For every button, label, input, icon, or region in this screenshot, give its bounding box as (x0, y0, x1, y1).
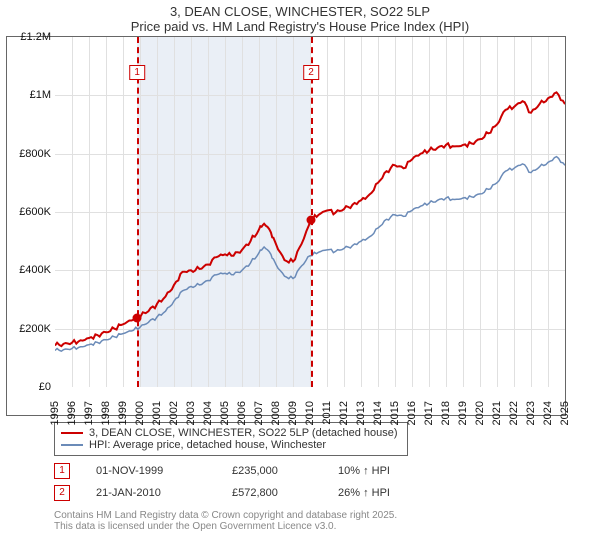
x-tick-label: 2012 (338, 401, 350, 425)
x-tick-label: 2006 (236, 401, 248, 425)
sale-marker-dot (133, 314, 142, 323)
x-tick-label: 2023 (525, 401, 537, 425)
chart-area: £0£200K£400K£600K£800K£1M£1.2M1995199619… (6, 36, 566, 416)
chart-subtitle: Price paid vs. HM Land Registry's House … (0, 19, 600, 34)
sale-number-box: 1 (54, 463, 70, 479)
sales-table: 1 01-NOV-1999 £235,000 10% ↑ HPI 2 21-JAN-201… (54, 460, 600, 504)
legend-swatch (61, 444, 83, 447)
x-tick-label: 2010 (304, 401, 316, 425)
sale-date: 21-JAN-2010 (96, 487, 206, 499)
series-hpi (55, 157, 565, 352)
x-tick-label: 2024 (542, 401, 554, 425)
legend-label: HPI: Average price, detached house, Winc… (89, 439, 326, 451)
x-tick-label: 2004 (202, 401, 214, 425)
x-tick-label: 1998 (100, 401, 112, 425)
sale-date: 01-NOV-1999 (96, 465, 206, 477)
footnote-license: This data is licensed under the Open Gov… (54, 521, 600, 532)
sale-price: £572,800 (232, 487, 312, 499)
y-tick-label: £400K (7, 264, 51, 276)
marker-vline (311, 37, 313, 387)
x-tick-label: 2019 (457, 401, 469, 425)
legend-row: 3, DEAN CLOSE, WINCHESTER, SO22 5LP (det… (61, 427, 401, 439)
y-tick-label: £600K (7, 206, 51, 218)
x-tick-label: 2025 (559, 401, 571, 425)
x-tick-label: 2022 (508, 401, 520, 425)
y-tick-label: £200K (7, 323, 51, 335)
x-tick-label: 2014 (372, 401, 384, 425)
x-tick-label: 2015 (389, 401, 401, 425)
marker-label-box: 1 (129, 65, 145, 80)
x-tick-label: 2011 (321, 401, 333, 425)
x-tick-label: 1995 (49, 401, 61, 425)
x-tick-label: 1999 (117, 401, 129, 425)
x-tick-label: 2005 (219, 401, 231, 425)
marker-label-box: 2 (303, 65, 319, 80)
legend-swatch (61, 432, 83, 435)
sale-marker-dot (307, 215, 316, 224)
sale-delta: 26% ↑ HPI (338, 487, 390, 499)
sale-row: 2 21-JAN-2010 £572,800 26% ↑ HPI (54, 482, 600, 504)
chart-title: 3, DEAN CLOSE, WINCHESTER, SO22 5LP (0, 4, 600, 19)
legend-label: 3, DEAN CLOSE, WINCHESTER, SO22 5LP (det… (89, 427, 398, 439)
x-tick-label: 2003 (185, 401, 197, 425)
x-tick-label: 2009 (287, 401, 299, 425)
x-tick-label: 2017 (423, 401, 435, 425)
x-tick-label: 2020 (474, 401, 486, 425)
x-tick-label: 2016 (406, 401, 418, 425)
legend-row: HPI: Average price, detached house, Winc… (61, 439, 401, 451)
x-tick-label: 2013 (355, 401, 367, 425)
y-tick-label: £1M (7, 89, 51, 101)
x-tick-label: 1996 (66, 401, 78, 425)
x-tick-label: 2002 (168, 401, 180, 425)
legend: 3, DEAN CLOSE, WINCHESTER, SO22 5LP (det… (54, 422, 408, 456)
y-tick-label: £1.2M (7, 31, 51, 43)
marker-vline (137, 37, 139, 387)
x-tick-label: 2021 (491, 401, 503, 425)
y-tick-label: £800K (7, 148, 51, 160)
footnote-copyright: Contains HM Land Registry data © Crown c… (54, 510, 600, 521)
x-tick-label: 1997 (83, 401, 95, 425)
sale-price: £235,000 (232, 465, 312, 477)
sale-delta: 10% ↑ HPI (338, 465, 390, 477)
x-tick-label: 2000 (134, 401, 146, 425)
sale-row: 1 01-NOV-1999 £235,000 10% ↑ HPI (54, 460, 600, 482)
x-tick-label: 2007 (253, 401, 265, 425)
y-tick-label: £0 (7, 381, 51, 393)
x-tick-label: 2018 (440, 401, 452, 425)
sale-number-box: 2 (54, 485, 70, 501)
x-tick-label: 2008 (270, 401, 282, 425)
x-tick-label: 2001 (151, 401, 163, 425)
